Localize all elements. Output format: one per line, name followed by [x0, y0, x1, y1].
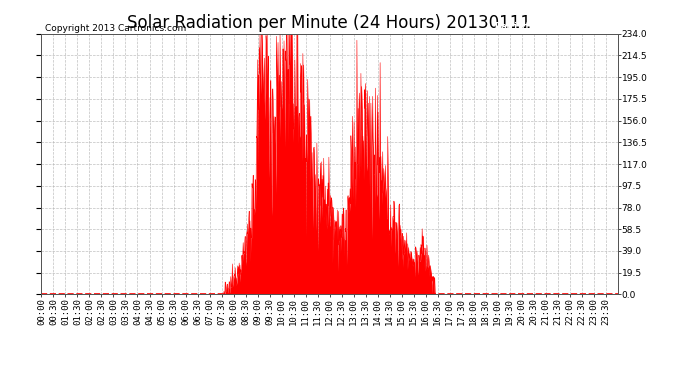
Text: Copyright 2013 Cartronics.com: Copyright 2013 Cartronics.com: [45, 24, 186, 33]
Text: Radiation  (W/m2): Radiation (W/m2): [495, 22, 595, 32]
Title: Solar Radiation per Minute (24 Hours) 20130111: Solar Radiation per Minute (24 Hours) 20…: [128, 14, 531, 32]
